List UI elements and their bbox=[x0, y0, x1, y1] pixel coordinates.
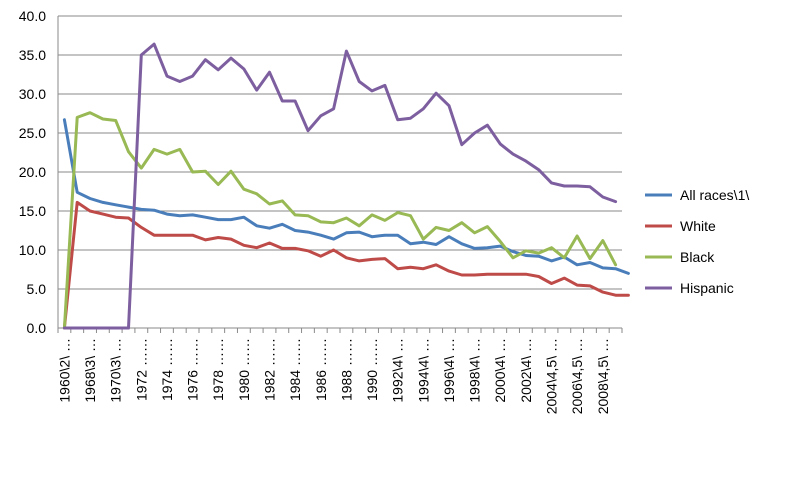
x-tick-label: 1994\4\ … bbox=[415, 338, 431, 403]
legend-label: Black bbox=[680, 249, 715, 265]
x-tick-label: 1974 …… bbox=[159, 338, 175, 401]
x-tick-label: 1996\4\ … bbox=[441, 338, 457, 403]
x-tick-label: 1984 …… bbox=[287, 338, 303, 401]
legend-label: All races\1\ bbox=[680, 187, 749, 203]
y-axis-ticks: 0.0 5.0 10.0 15.0 20.0 25.0 30.0 35.0 40.0 bbox=[19, 8, 46, 336]
series-line-white bbox=[62, 200, 630, 330]
y-tick-label: 0.0 bbox=[27, 320, 47, 336]
x-tick-label: 2002\4\ … bbox=[518, 338, 534, 403]
series-lines bbox=[62, 42, 630, 330]
x-tick-label: 2000\4\ … bbox=[492, 338, 508, 403]
x-tick-label: 1970\3\ … bbox=[108, 338, 124, 403]
x-tick-label: 1972 …… bbox=[133, 338, 149, 401]
y-tick-label: 25.0 bbox=[19, 125, 46, 141]
x-tick-label: 1976 …… bbox=[185, 338, 201, 401]
x-tick-label: 1988 …… bbox=[338, 338, 354, 401]
series-line-black bbox=[62, 111, 618, 330]
y-tick-label: 35.0 bbox=[19, 47, 46, 63]
legend: All races\1\ White Black Hispanic bbox=[645, 187, 749, 296]
y-tick-label: 20.0 bbox=[19, 164, 46, 180]
x-tick-label: 1990 …… bbox=[364, 338, 380, 401]
x-tick-label: 1978 …… bbox=[210, 338, 226, 401]
x-tick-label: 2006\4,5\ … bbox=[569, 338, 585, 414]
legend-label: Hispanic bbox=[680, 280, 734, 296]
y-tick-label: 30.0 bbox=[19, 86, 46, 102]
x-axis-ticks: 1960\2\ … 1968\3\ … 1970\3\ … 1972 …… 1974 …… bbox=[56, 338, 610, 414]
y-tick-label: 40.0 bbox=[19, 8, 46, 24]
x-tick-label: 1980 …… bbox=[236, 338, 252, 401]
x-tick-label: 1986 …… bbox=[313, 338, 329, 401]
x-tick-label: 2004\4,5\ … bbox=[544, 338, 560, 414]
y-tick-label: 15.0 bbox=[19, 203, 46, 219]
x-tick-label: 1960\2\ … bbox=[56, 338, 72, 403]
series-line-hispanic bbox=[62, 42, 618, 330]
axes bbox=[57, 16, 623, 333]
x-tick-label: 2008\4,5\ … bbox=[595, 338, 611, 414]
x-tick-label: 1968\3\ … bbox=[82, 338, 98, 403]
x-tick-label: 1992\4\ … bbox=[390, 338, 406, 403]
legend-label: White bbox=[680, 218, 716, 234]
x-tick-label: 1998\4\ … bbox=[467, 338, 483, 403]
y-tick-label: 10.0 bbox=[19, 242, 46, 258]
series-line-all-races-1 bbox=[62, 118, 630, 275]
y-tick-label: 5.0 bbox=[27, 281, 47, 297]
x-tick-label: 1982 …… bbox=[262, 338, 278, 401]
